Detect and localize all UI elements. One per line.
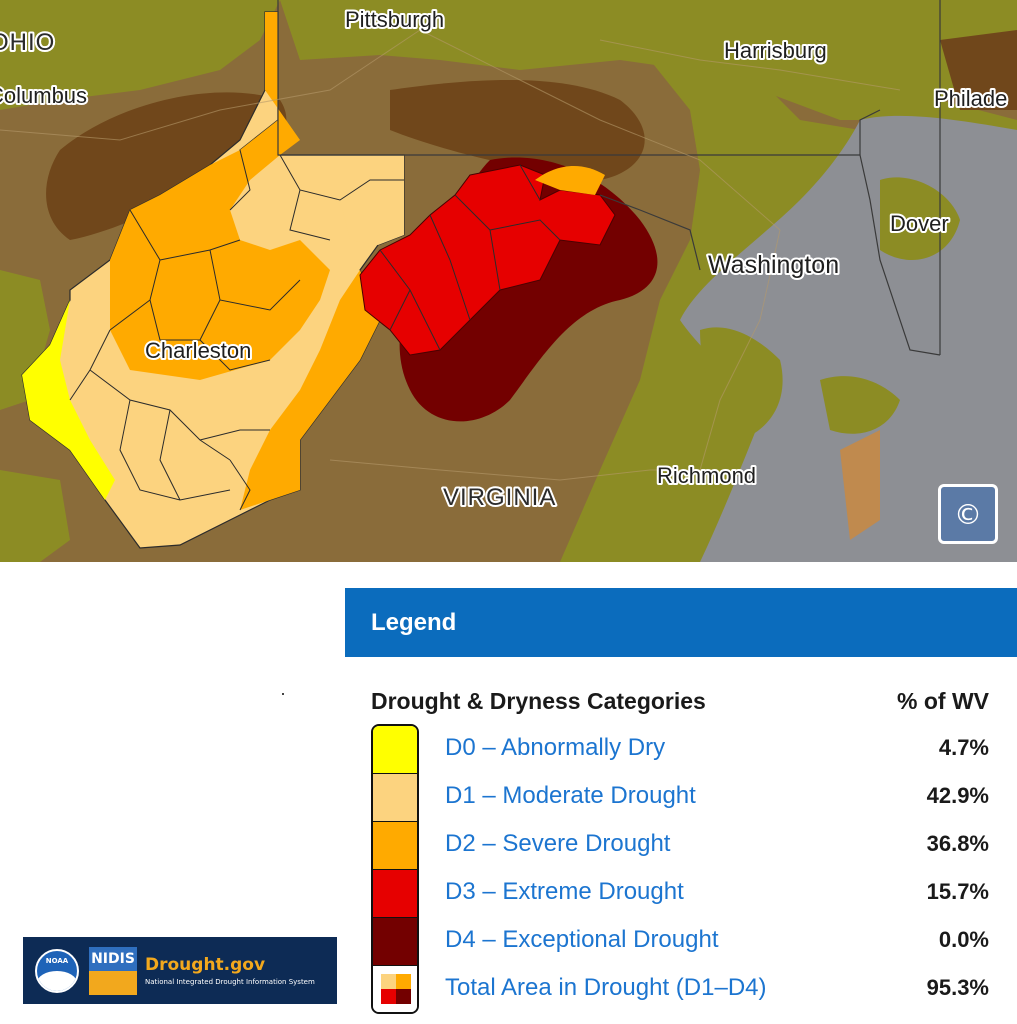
- city-label-pittsburgh: Pittsburgh: [345, 7, 444, 32]
- wv-d0-region: [22, 300, 115, 500]
- swatch-d3: [373, 870, 417, 918]
- olive-shore-2: [820, 376, 900, 434]
- nidis-text: NIDIS: [89, 946, 137, 971]
- legend-swatch-stack: [371, 724, 419, 1014]
- legend-row-d3: D3 – Extreme Drought 15.7%: [445, 872, 989, 912]
- drought-gov-logo[interactable]: NOAA NIDIS Drought.gov National Integrat…: [23, 937, 337, 1004]
- olive-region-west: [0, 270, 50, 410]
- legend-percent-d3: 15.7%: [926, 879, 989, 904]
- legend-header: Legend: [345, 588, 1017, 657]
- categories-heading: Drought & Dryness Categories: [371, 687, 706, 714]
- city-label-philadelphia: Philade: [934, 86, 1007, 111]
- legend-panel: Legend Drought & Dryness Categories % of…: [345, 588, 1017, 1024]
- state-label-virginia: VIRGINIA: [443, 484, 556, 511]
- d2-region-panhandle: [535, 165, 605, 195]
- legend-percent-d0: 4.7%: [938, 735, 989, 760]
- drought-map[interactable]: Pittsburgh Harrisburg Philade Columbus D…: [0, 0, 1017, 562]
- city-label-dover: Dover: [890, 211, 949, 236]
- delmarva-strip: [840, 430, 880, 540]
- dark-brown-region-ne: [940, 30, 1017, 110]
- olive-region-north: [280, 0, 1017, 120]
- legend-percent-total: 95.3%: [926, 975, 989, 1000]
- legend-row-d4: D4 – Exceptional Drought 0.0%: [445, 920, 989, 960]
- state-label-ohio: OHIO: [0, 29, 55, 56]
- olive-region-sw: [0, 470, 70, 562]
- noaa-bird-shape: [37, 970, 77, 991]
- swatch-d4: [373, 918, 417, 966]
- county-lines: [69, 149, 561, 511]
- city-label-washington: Washington: [708, 251, 839, 279]
- city-label-columbus: Columbus: [0, 83, 87, 108]
- stray-dot: [282, 693, 284, 695]
- city-label-harrisburg: Harrisburg: [724, 38, 827, 63]
- wv-d2-region-south: [240, 270, 380, 510]
- wv-d2-region-north: [110, 12, 330, 380]
- site-name: Drought.gov: [145, 955, 266, 975]
- roads: [0, 29, 901, 481]
- legend-percent-d4: 0.0%: [938, 927, 989, 952]
- dark-brown-region-west: [46, 92, 287, 240]
- map-canvas[interactable]: Pittsburgh Harrisburg Philade Columbus D…: [0, 0, 1017, 562]
- legend-column-headers: Drought & Dryness Categories % of WV: [371, 684, 989, 718]
- olive-shore-1: [700, 327, 783, 440]
- olive-region-nw: [0, 0, 280, 110]
- legend-percent-d2: 36.8%: [926, 831, 989, 856]
- legend-row-total: Total Area in Drought (D1–D4) 95.3%: [445, 968, 989, 1008]
- legend-link-d3[interactable]: D3 – Extreme Drought: [445, 878, 684, 905]
- total-drought-icon: [381, 974, 411, 1004]
- copyright-button[interactable]: ©: [938, 484, 998, 544]
- swatch-d0: [373, 726, 417, 774]
- legend-link-total[interactable]: Total Area in Drought (D1–D4): [445, 974, 767, 1001]
- legend-link-d1[interactable]: D1 – Moderate Drought: [445, 782, 696, 809]
- legend-row-d2: D2 – Severe Drought 36.8%: [445, 824, 989, 864]
- d3-region: [359, 164, 616, 356]
- logo-text-block: Drought.gov National Integrated Drought …: [145, 955, 315, 986]
- legend-row-d1: D1 – Moderate Drought 42.9%: [445, 776, 989, 816]
- nidis-logo-icon: NIDIS: [89, 946, 137, 995]
- legend-row-d0: D0 – Abnormally Dry 4.7%: [445, 728, 989, 768]
- site-subtitle: National Integrated Drought Information …: [145, 978, 315, 986]
- swatch-d1: [373, 774, 417, 822]
- city-label-richmond: Richmond: [657, 463, 756, 488]
- legend-link-d2[interactable]: D2 – Severe Drought: [445, 830, 671, 857]
- noaa-text: NOAA: [45, 956, 69, 965]
- swatch-d2: [373, 822, 417, 870]
- wv-d1-region-east: [340, 155, 404, 245]
- percent-heading: % of WV: [897, 687, 989, 714]
- legend-link-d0[interactable]: D0 – Abnormally Dry: [445, 734, 666, 761]
- city-label-charleston: Charleston: [145, 338, 251, 363]
- nidis-wave: [89, 970, 137, 995]
- noaa-logo-icon: NOAA: [35, 948, 79, 993]
- state-borders: [277, 0, 941, 356]
- swatch-total: [373, 966, 417, 1012]
- legend-percent-d1: 42.9%: [926, 783, 989, 808]
- legend-link-d4[interactable]: D4 – Exceptional Drought: [445, 926, 719, 953]
